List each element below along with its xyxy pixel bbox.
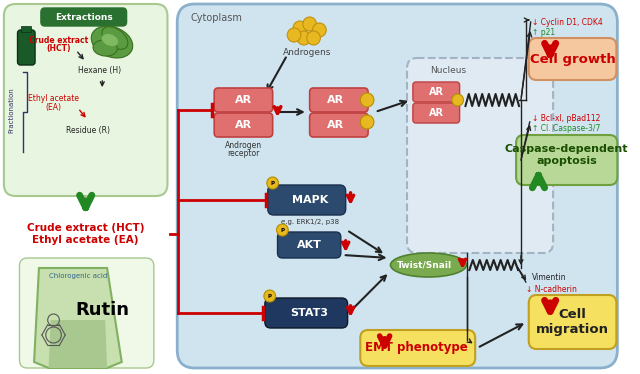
Ellipse shape xyxy=(92,26,132,58)
FancyBboxPatch shape xyxy=(529,38,616,80)
Text: e.g. ERK1/2, p38: e.g. ERK1/2, p38 xyxy=(280,219,339,225)
Text: EMT phenotype: EMT phenotype xyxy=(365,341,468,355)
FancyBboxPatch shape xyxy=(214,88,273,112)
Text: AR: AR xyxy=(328,95,344,105)
Text: AR: AR xyxy=(235,120,252,130)
Polygon shape xyxy=(34,268,122,368)
FancyBboxPatch shape xyxy=(310,88,368,112)
Text: ↑ p21: ↑ p21 xyxy=(532,28,555,37)
Text: Vimentin: Vimentin xyxy=(532,273,566,282)
FancyBboxPatch shape xyxy=(4,4,168,196)
Polygon shape xyxy=(49,320,107,368)
Text: ↓ N-cadherin: ↓ N-cadherin xyxy=(526,285,577,294)
Text: AR: AR xyxy=(429,108,444,118)
Text: P: P xyxy=(271,181,275,186)
FancyBboxPatch shape xyxy=(278,232,341,258)
Text: ↓ Bcl-xl, pBad112: ↓ Bcl-xl, pBad112 xyxy=(532,113,600,123)
Text: Twist/Snail: Twist/Snail xyxy=(397,261,452,270)
Text: MAPK: MAPK xyxy=(292,195,328,205)
Bar xyxy=(21,26,31,32)
Circle shape xyxy=(287,28,301,42)
FancyBboxPatch shape xyxy=(413,103,460,123)
FancyBboxPatch shape xyxy=(310,113,368,137)
Text: Cytoplasm: Cytoplasm xyxy=(191,13,243,23)
Ellipse shape xyxy=(390,253,467,277)
FancyBboxPatch shape xyxy=(529,295,616,349)
Text: Androgens: Androgens xyxy=(282,47,331,56)
Circle shape xyxy=(267,177,278,189)
Text: AR: AR xyxy=(235,95,252,105)
Circle shape xyxy=(360,115,374,129)
Ellipse shape xyxy=(102,27,128,49)
Circle shape xyxy=(293,21,307,35)
FancyBboxPatch shape xyxy=(17,30,35,65)
Text: Ethyl acetate (EA): Ethyl acetate (EA) xyxy=(33,235,139,245)
FancyBboxPatch shape xyxy=(265,298,348,328)
Text: Androgen: Androgen xyxy=(225,141,262,150)
FancyBboxPatch shape xyxy=(516,135,618,185)
Text: Crude extract: Crude extract xyxy=(29,36,88,45)
Circle shape xyxy=(452,94,463,106)
FancyBboxPatch shape xyxy=(19,258,154,368)
FancyBboxPatch shape xyxy=(177,4,618,368)
Text: Nucleus: Nucleus xyxy=(430,65,466,74)
Text: Hexane (H): Hexane (H) xyxy=(78,65,121,74)
FancyBboxPatch shape xyxy=(413,82,460,102)
FancyBboxPatch shape xyxy=(41,8,127,26)
FancyBboxPatch shape xyxy=(360,330,475,366)
Circle shape xyxy=(312,23,326,37)
Text: AR: AR xyxy=(328,120,344,130)
Circle shape xyxy=(297,31,310,45)
Text: Crude extract (HCT): Crude extract (HCT) xyxy=(27,223,145,233)
Text: Caspase-dependent
apoptosis: Caspase-dependent apoptosis xyxy=(505,144,628,166)
Text: Rutin: Rutin xyxy=(76,301,129,319)
Text: Cell growth: Cell growth xyxy=(530,52,616,65)
Text: Chlorogenic acid: Chlorogenic acid xyxy=(49,273,107,279)
Text: AKT: AKT xyxy=(297,240,322,250)
Ellipse shape xyxy=(93,40,117,56)
FancyBboxPatch shape xyxy=(407,58,553,253)
Text: AR: AR xyxy=(429,87,444,97)
Text: Residue (R): Residue (R) xyxy=(66,126,109,135)
Text: Cell
migration: Cell migration xyxy=(536,308,609,336)
Text: (EA): (EA) xyxy=(45,102,61,111)
Circle shape xyxy=(360,93,374,107)
Text: Fractionation: Fractionation xyxy=(9,87,15,133)
Text: (HCT): (HCT) xyxy=(46,43,70,52)
Text: Ethyl acetate: Ethyl acetate xyxy=(28,94,79,102)
Ellipse shape xyxy=(102,34,118,46)
FancyBboxPatch shape xyxy=(214,113,273,137)
Text: P: P xyxy=(268,294,272,298)
Text: Extractions: Extractions xyxy=(55,12,113,21)
Text: receptor: receptor xyxy=(227,148,260,157)
Circle shape xyxy=(264,290,276,302)
Text: P: P xyxy=(280,227,284,233)
FancyBboxPatch shape xyxy=(268,185,346,215)
Circle shape xyxy=(307,31,321,45)
Text: ↑ Cl. Caspase-3/7: ↑ Cl. Caspase-3/7 xyxy=(532,123,600,132)
Circle shape xyxy=(276,224,288,236)
Text: ↓ Cyclin D1, CDK4: ↓ Cyclin D1, CDK4 xyxy=(532,18,602,27)
Text: STAT3: STAT3 xyxy=(291,308,329,318)
Circle shape xyxy=(303,17,316,31)
